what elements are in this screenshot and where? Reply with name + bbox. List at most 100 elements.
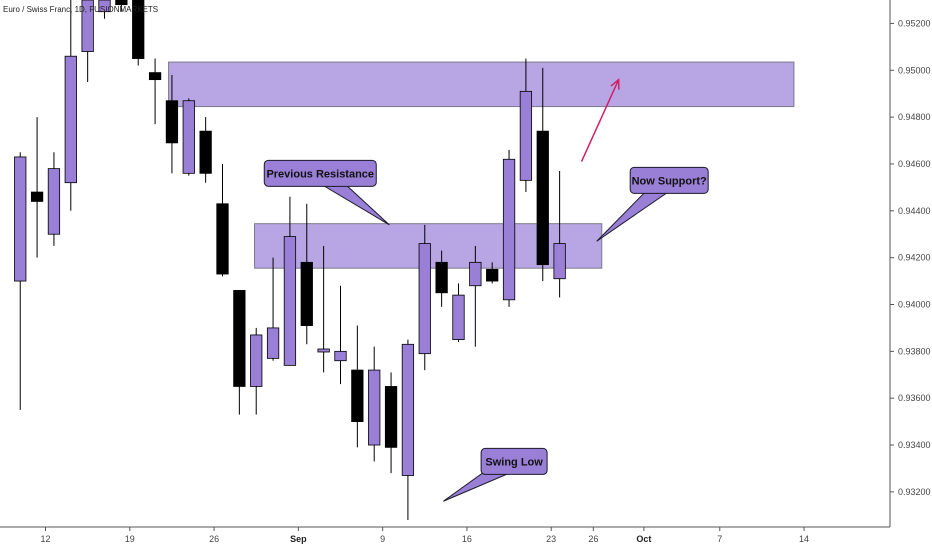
candle <box>148 58 162 125</box>
callout-label: Swing Low <box>485 456 543 468</box>
candle <box>233 290 246 415</box>
candle <box>368 346 381 462</box>
price-tick-label: 0.93200 <box>898 487 931 497</box>
candle-body-up <box>14 156 27 282</box>
candle-body-down <box>199 130 212 174</box>
candle <box>266 257 280 361</box>
candle-body-down <box>115 0 128 6</box>
candle-body-up <box>182 100 195 174</box>
candle-body-down <box>435 261 448 294</box>
axis-layer <box>0 0 891 528</box>
candle-body-up <box>98 0 111 13</box>
callout: Now Support? <box>596 166 709 242</box>
candle-body-down <box>300 261 313 326</box>
candle <box>14 152 27 410</box>
price-tick-label: 0.93400 <box>898 440 931 450</box>
candle <box>47 152 61 246</box>
price-tick-label: 0.94800 <box>898 112 931 122</box>
candle <box>199 117 212 183</box>
candle <box>182 98 195 176</box>
candle-body-up <box>317 348 330 353</box>
callout: Previous Resistance <box>263 159 390 226</box>
candle <box>250 327 263 415</box>
candle <box>435 250 448 307</box>
candle-body-up <box>519 90 533 181</box>
candle-body-up <box>250 334 263 387</box>
candle <box>553 170 566 298</box>
candle-body-up <box>283 236 297 366</box>
candle-body-down <box>384 386 398 448</box>
candle-body-down <box>132 0 145 59</box>
candle-body-up <box>47 168 61 235</box>
arrow-shaft <box>580 79 620 162</box>
candle <box>486 262 499 284</box>
candle <box>351 325 364 448</box>
time-tick-label: 26 <box>209 534 219 544</box>
candle <box>502 149 516 307</box>
price-tick-label: 0.94400 <box>898 206 931 216</box>
candle <box>64 0 77 211</box>
projection-arrow <box>580 78 620 162</box>
time-tick-label: 26 <box>588 534 598 544</box>
time-axis-labels[interactable]: 12 19 26 Sep 9 16 23 26 Oct 7 14 <box>41 527 810 544</box>
candle-body-down <box>30 191 44 202</box>
callout-label: Previous Resistance <box>266 168 374 180</box>
candle <box>216 163 229 277</box>
candle <box>30 117 44 258</box>
callout-box <box>629 166 709 194</box>
candle <box>300 203 313 345</box>
candle-body-down <box>165 100 179 144</box>
candle-body-down <box>536 130 549 266</box>
price-axis-labels[interactable]: 0.95200 0.95000 0.94800 0.94600 0.94400 0.942… <box>890 18 931 497</box>
arrow-head <box>610 78 620 90</box>
candle <box>469 245 482 347</box>
callout-box <box>480 447 548 475</box>
candle <box>165 74 179 174</box>
candle <box>317 245 330 373</box>
time-tick-label: 12 <box>41 534 51 544</box>
time-tick-label: 14 <box>799 534 809 544</box>
candle-body-up <box>469 261 482 287</box>
candle <box>401 339 415 520</box>
price-tick-label: 0.93800 <box>898 346 931 356</box>
candle-body-up <box>334 350 347 362</box>
candle <box>418 224 431 371</box>
candle-body-up <box>553 243 566 280</box>
candle-body-up <box>401 343 415 476</box>
price-tick-label: 0.94000 <box>898 299 931 309</box>
time-tick-label: 19 <box>125 534 135 544</box>
time-tick-label: Sep <box>290 534 307 544</box>
candle-body-down <box>216 203 229 275</box>
candle-body-up <box>266 327 280 359</box>
candle-body-up <box>64 55 77 184</box>
candle <box>452 283 465 342</box>
candle-body-down <box>148 72 162 81</box>
candle <box>384 372 398 474</box>
candle-body-up <box>502 158 516 301</box>
time-tick-label: 16 <box>462 534 472 544</box>
candle <box>334 285 347 385</box>
candle <box>283 196 297 366</box>
time-tick-label: 23 <box>546 534 556 544</box>
annotation-layer: Previous Resistance Now Support? Swing Low <box>263 78 709 502</box>
candle-body-up <box>418 243 431 355</box>
candle <box>536 67 549 282</box>
price-tick-label: 0.95000 <box>898 65 931 75</box>
candle-body-up <box>452 294 465 341</box>
candle <box>519 58 533 193</box>
candle <box>115 0 128 12</box>
candle-layer <box>14 0 566 520</box>
time-tick-label: 7 <box>717 534 722 544</box>
callout-box <box>263 159 377 187</box>
symbol-title: Euro / Swiss Franc, 1D, FUSIONMARKETS <box>3 5 158 14</box>
candle <box>132 0 145 66</box>
price-tick-label: 0.93600 <box>898 393 931 403</box>
zone-rect <box>168 61 795 108</box>
candle-body-down <box>233 290 246 387</box>
candle-body-down <box>486 268 499 282</box>
candle-body-down <box>351 369 364 422</box>
price-tick-label: 0.94200 <box>898 253 931 263</box>
price-tick-label: 0.94600 <box>898 159 931 169</box>
callout-label: Now Support? <box>632 175 707 187</box>
